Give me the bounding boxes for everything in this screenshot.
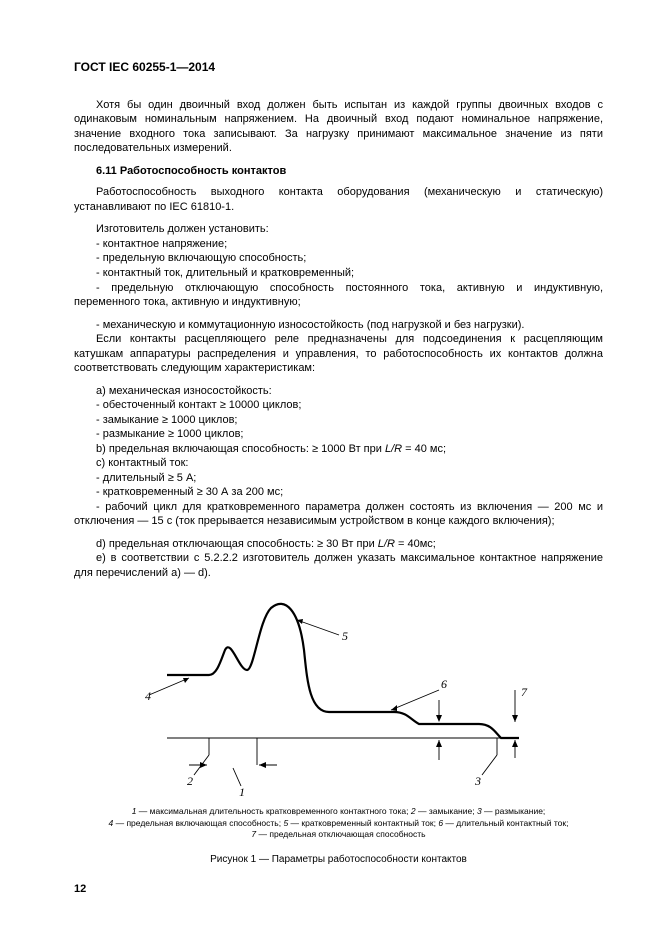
arrowhead-icon xyxy=(512,740,518,747)
leader-5 xyxy=(297,620,339,635)
enum-d-text-post: = 40мс; xyxy=(395,538,436,550)
leader-3 xyxy=(482,755,497,775)
enum-b-text-post: = 40 мс; xyxy=(402,443,446,455)
legend-text: — длительный контактный ток; xyxy=(443,818,568,828)
figure-label-3: 3 xyxy=(474,774,481,788)
arrowhead-icon xyxy=(436,740,442,747)
bullet-item: - механическую и коммутационную износост… xyxy=(74,318,603,333)
figure-label-6: 6 xyxy=(441,677,447,691)
section-number: 6.11 xyxy=(96,165,117,177)
legend-line-3: 7 — предельная отключающая способность xyxy=(74,829,603,840)
legend-text: — размыкание; xyxy=(482,806,546,816)
bullet-item: - контактное напряжение; xyxy=(74,237,603,252)
bullet-item: - длительный ≥ 5 А; xyxy=(74,471,603,486)
leader-4 xyxy=(149,678,189,695)
bullet-item: - размыкание ≥ 1000 циклов; xyxy=(74,427,603,442)
body-paragraph: Работоспособность выходного контакта обо… xyxy=(74,185,603,214)
bullet-item: - контактный ток, длительный и кратковре… xyxy=(74,266,603,281)
body-paragraph: Изготовитель должен установить: xyxy=(74,222,603,237)
lr-symbol: L/R xyxy=(385,443,402,455)
figure-label-2: 2 xyxy=(187,774,193,788)
legend-text: — максимальная длительность кратковремен… xyxy=(136,806,410,816)
bullet-item: - кратковременный ≥ 30 А за 200 мс; xyxy=(74,485,603,500)
enum-b-text-pre: b) предельная включающая способность: ≥ … xyxy=(96,443,385,455)
lr-symbol: L/R xyxy=(378,538,395,550)
enum-d-text-pre: d) предельная отключающая способность: ≥… xyxy=(96,538,378,550)
legend-text: — предельная отключающая способность xyxy=(256,829,425,839)
document-page: ГОСТ IEC 60255-1—2014 Хотя бы один двоич… xyxy=(0,0,661,935)
enum-d: d) предельная отключающая способность: ≥… xyxy=(74,537,603,552)
figure-label-5: 5 xyxy=(342,629,348,643)
curve-path xyxy=(167,604,519,738)
leader-6 xyxy=(391,690,439,710)
leader-1 xyxy=(233,768,241,786)
enum-e: e) в соответствии с 5.2.2.2 изготовитель… xyxy=(74,551,603,580)
bullet-item: - рабочий цикл для кратковременного пара… xyxy=(74,500,603,529)
legend-text: — кратковременный контактный ток; xyxy=(288,818,438,828)
intro-paragraph: Хотя бы один двоичный вход должен быть и… xyxy=(74,98,603,156)
enum-a: a) механическая износостойкость: xyxy=(74,384,603,399)
document-header: ГОСТ IEC 60255-1—2014 xyxy=(74,60,603,76)
arrowhead-icon xyxy=(512,715,518,722)
legend-text: — предельная включающая способность; xyxy=(113,818,283,828)
figure-label-7: 7 xyxy=(521,685,528,699)
figure-label-1: 1 xyxy=(239,785,245,799)
section-heading: 6.11 Работоспособность контактов xyxy=(74,164,603,179)
bullet-item: - замыкание ≥ 1000 циклов; xyxy=(74,413,603,428)
arrowhead-icon xyxy=(259,762,266,768)
body-paragraph: Если контакты расцепляющего реле предназ… xyxy=(74,332,603,376)
figure-label-4: 4 xyxy=(145,689,151,703)
legend-line-1: 1 — максимальная длительность кратковрем… xyxy=(74,806,603,817)
page-number: 12 xyxy=(74,882,86,897)
legend-text: — замыкание; xyxy=(416,806,477,816)
figure-1: 4 5 6 7 2 xyxy=(74,590,603,800)
bullet-item: - предельную отключающую способность пос… xyxy=(74,281,603,310)
figure-caption: Рисунок 1 — Параметры работоспособности … xyxy=(74,853,603,866)
section-title-text: Работоспособность контактов xyxy=(120,165,286,177)
enum-c: c) контактный ток: xyxy=(74,456,603,471)
arrowhead-icon xyxy=(436,715,442,722)
bullet-item: - предельную включающую способность; xyxy=(74,251,603,266)
legend-line-2: 4 — предельная включающая способность; 5… xyxy=(74,818,603,829)
figure-svg: 4 5 6 7 2 xyxy=(139,590,539,800)
arrowhead-icon xyxy=(391,705,397,711)
enum-b: b) предельная включающая способность: ≥ … xyxy=(74,442,603,457)
figure-legend: 1 — максимальная длительность кратковрем… xyxy=(74,806,603,840)
bullet-item: - обесточенный контакт ≥ 10000 циклов; xyxy=(74,398,603,413)
